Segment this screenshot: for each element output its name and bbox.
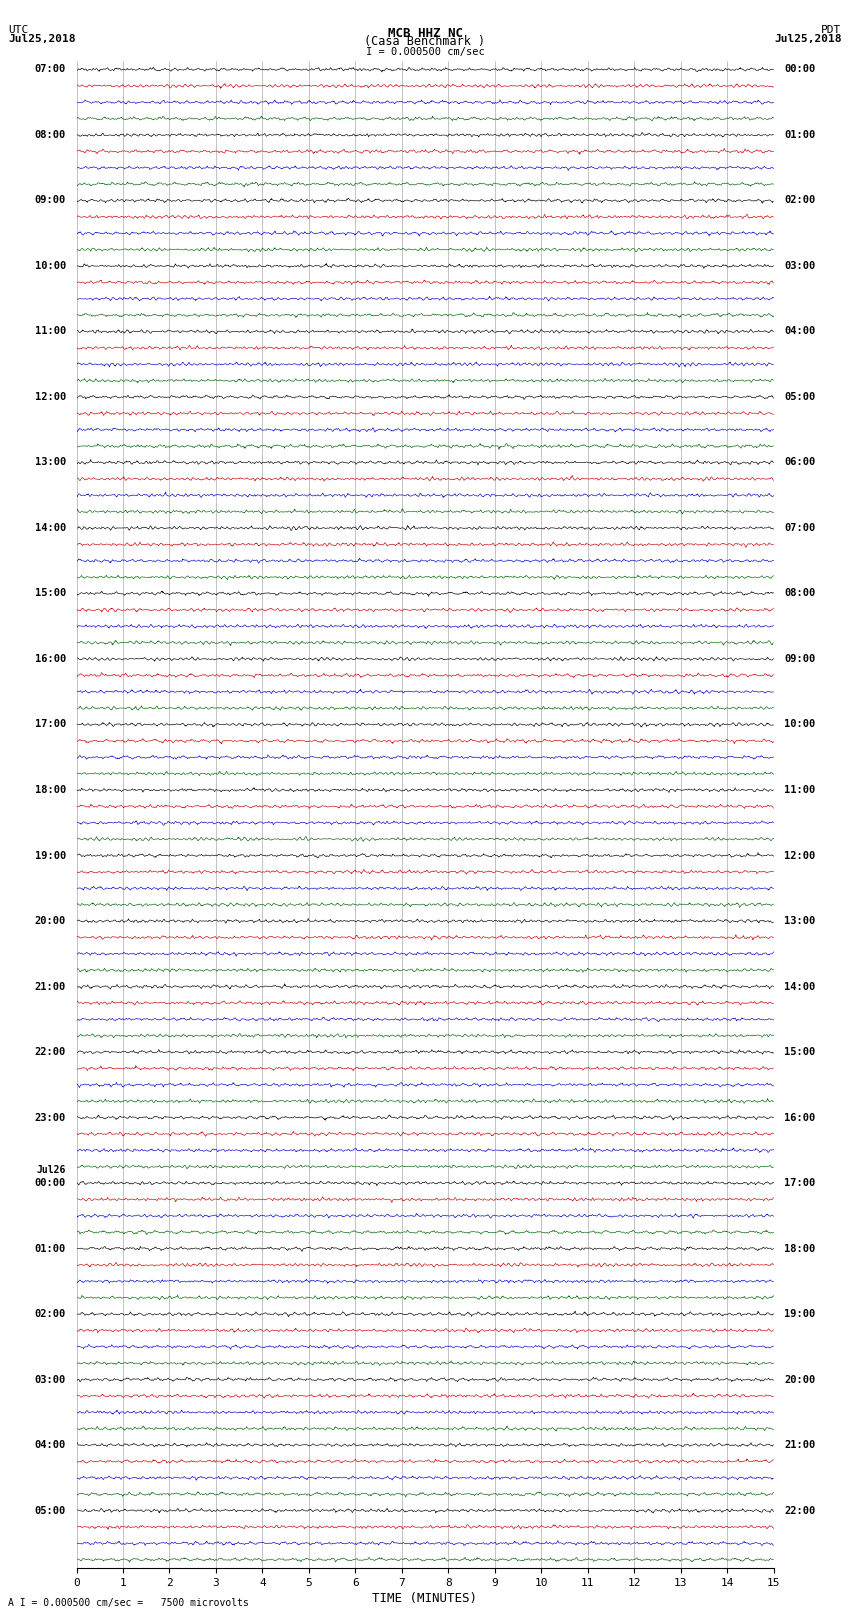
Text: 22:00: 22:00 bbox=[784, 1505, 815, 1516]
Text: Jul25,2018: Jul25,2018 bbox=[774, 34, 842, 44]
Text: 17:00: 17:00 bbox=[35, 719, 66, 729]
Text: PDT: PDT bbox=[821, 26, 842, 35]
Text: 05:00: 05:00 bbox=[35, 1505, 66, 1516]
Text: 19:00: 19:00 bbox=[784, 1310, 815, 1319]
Text: 18:00: 18:00 bbox=[784, 1244, 815, 1253]
Text: 00:00: 00:00 bbox=[35, 1177, 66, 1189]
Text: 01:00: 01:00 bbox=[35, 1244, 66, 1253]
Text: 15:00: 15:00 bbox=[35, 589, 66, 598]
Text: 18:00: 18:00 bbox=[35, 786, 66, 795]
Text: 21:00: 21:00 bbox=[35, 981, 66, 992]
Text: 15:00: 15:00 bbox=[784, 1047, 815, 1057]
Text: 12:00: 12:00 bbox=[784, 850, 815, 860]
Text: 09:00: 09:00 bbox=[784, 653, 815, 665]
Text: 10:00: 10:00 bbox=[784, 719, 815, 729]
Text: 07:00: 07:00 bbox=[35, 65, 66, 74]
Text: 00:00: 00:00 bbox=[784, 65, 815, 74]
Text: 06:00: 06:00 bbox=[784, 458, 815, 468]
Text: 20:00: 20:00 bbox=[784, 1374, 815, 1384]
Text: 23:00: 23:00 bbox=[35, 1113, 66, 1123]
Text: 01:00: 01:00 bbox=[784, 131, 815, 140]
Text: 08:00: 08:00 bbox=[35, 131, 66, 140]
Text: 08:00: 08:00 bbox=[784, 589, 815, 598]
Text: 04:00: 04:00 bbox=[784, 326, 815, 337]
Text: 16:00: 16:00 bbox=[784, 1113, 815, 1123]
Text: 22:00: 22:00 bbox=[35, 1047, 66, 1057]
Text: 13:00: 13:00 bbox=[784, 916, 815, 926]
Text: 14:00: 14:00 bbox=[35, 523, 66, 532]
Text: 16:00: 16:00 bbox=[35, 653, 66, 665]
Text: A I = 0.000500 cm/sec =   7500 microvolts: A I = 0.000500 cm/sec = 7500 microvolts bbox=[8, 1598, 249, 1608]
Text: 07:00: 07:00 bbox=[784, 523, 815, 532]
Text: 10:00: 10:00 bbox=[35, 261, 66, 271]
Text: UTC: UTC bbox=[8, 26, 29, 35]
Text: 02:00: 02:00 bbox=[784, 195, 815, 205]
Text: Jul25,2018: Jul25,2018 bbox=[8, 34, 76, 44]
Text: 03:00: 03:00 bbox=[784, 261, 815, 271]
Text: 11:00: 11:00 bbox=[784, 786, 815, 795]
X-axis label: TIME (MINUTES): TIME (MINUTES) bbox=[372, 1592, 478, 1605]
Text: 04:00: 04:00 bbox=[35, 1440, 66, 1450]
Text: 17:00: 17:00 bbox=[784, 1177, 815, 1189]
Text: 20:00: 20:00 bbox=[35, 916, 66, 926]
Text: Jul26: Jul26 bbox=[37, 1165, 66, 1174]
Text: 13:00: 13:00 bbox=[35, 458, 66, 468]
Text: 12:00: 12:00 bbox=[35, 392, 66, 402]
Text: MCB HHZ NC: MCB HHZ NC bbox=[388, 26, 462, 39]
Text: 21:00: 21:00 bbox=[784, 1440, 815, 1450]
Text: I = 0.000500 cm/sec: I = 0.000500 cm/sec bbox=[366, 47, 484, 58]
Text: 09:00: 09:00 bbox=[35, 195, 66, 205]
Text: 03:00: 03:00 bbox=[35, 1374, 66, 1384]
Text: 02:00: 02:00 bbox=[35, 1310, 66, 1319]
Text: 19:00: 19:00 bbox=[35, 850, 66, 860]
Text: 11:00: 11:00 bbox=[35, 326, 66, 337]
Text: 05:00: 05:00 bbox=[784, 392, 815, 402]
Text: 14:00: 14:00 bbox=[784, 981, 815, 992]
Text: (Casa Benchmark ): (Casa Benchmark ) bbox=[365, 35, 485, 48]
